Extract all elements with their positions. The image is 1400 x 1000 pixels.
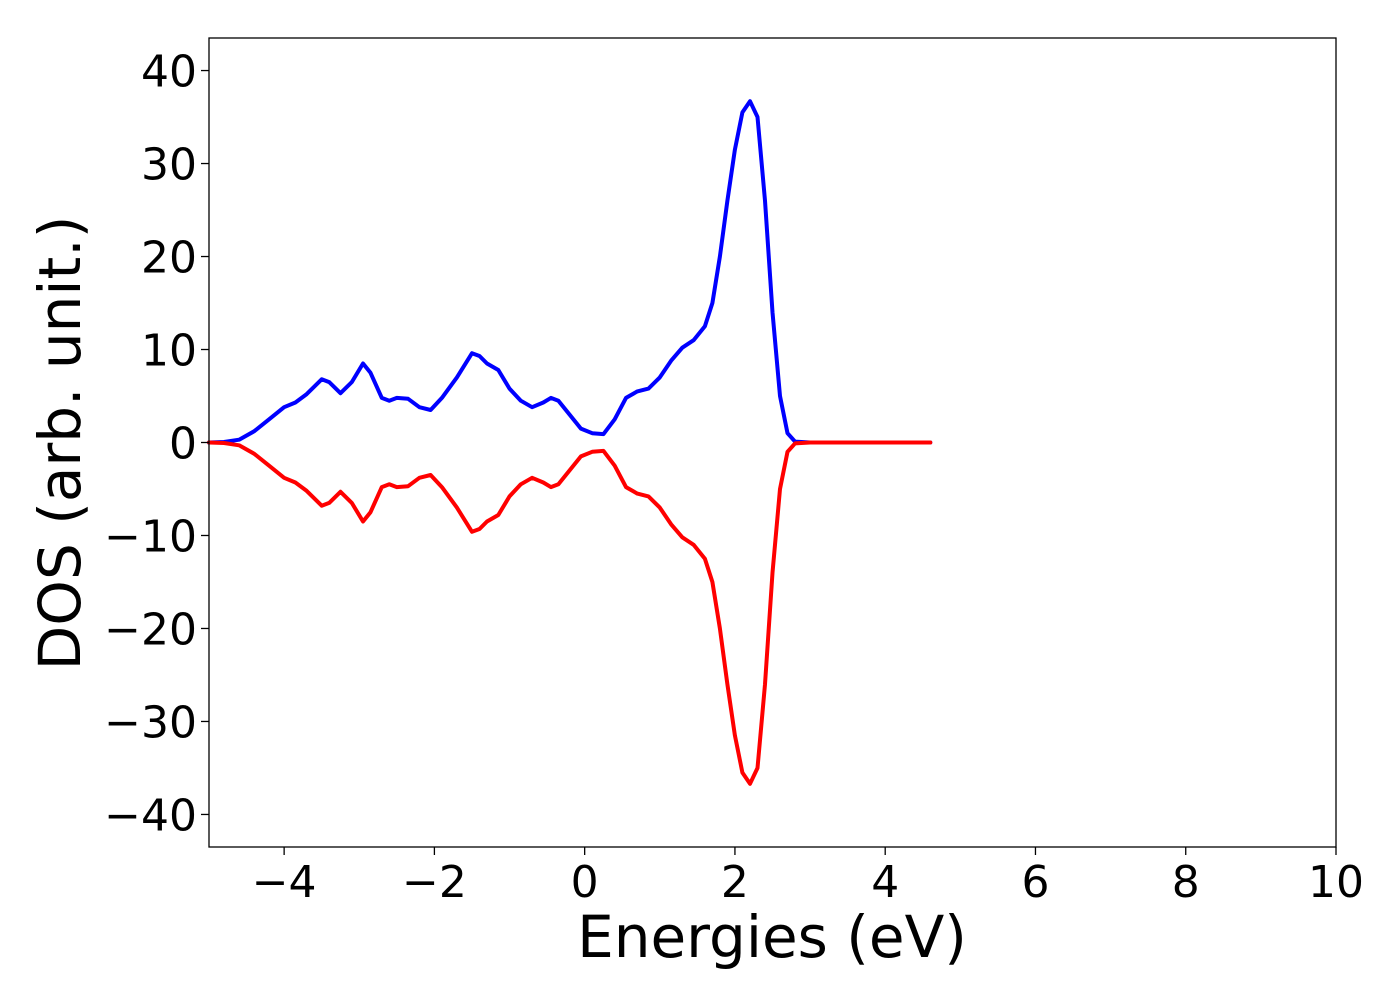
x-tick-label: 10 xyxy=(1308,857,1364,908)
x-axis-ticks: −4 −2 0 2 4 6 8 10 xyxy=(252,847,1364,908)
x-tick-label: −4 xyxy=(252,857,317,908)
y-tick-label: 20 xyxy=(141,233,197,284)
y-tick-label: 10 xyxy=(141,326,197,377)
x-tick-label: −2 xyxy=(402,857,467,908)
series-line-1 xyxy=(207,99,933,445)
series-layer xyxy=(207,99,933,786)
y-tick-label: −20 xyxy=(104,604,197,655)
y-axis-ticks: −40 −30 −20 −10 0 10 20 30 40 xyxy=(104,47,209,841)
y-axis-label: DOS (arb. unit.) xyxy=(26,216,94,671)
y-tick-label: 40 xyxy=(141,47,197,98)
y-tick-label: −40 xyxy=(104,790,197,841)
x-tick-label: 0 xyxy=(571,857,599,908)
y-tick-label: 30 xyxy=(141,140,197,191)
y-tick-label: −30 xyxy=(104,697,197,748)
x-axis-label: Energies (eV) xyxy=(577,903,967,971)
y-tick-label: −10 xyxy=(104,511,197,562)
y-tick-label: 0 xyxy=(169,419,197,470)
x-tick-label: 8 xyxy=(1172,857,1200,908)
plot-background xyxy=(209,38,1336,847)
x-tick-label: 2 xyxy=(721,857,749,908)
series-line-2 xyxy=(207,440,933,786)
x-tick-label: 4 xyxy=(871,857,899,908)
x-tick-label: 6 xyxy=(1021,857,1049,908)
